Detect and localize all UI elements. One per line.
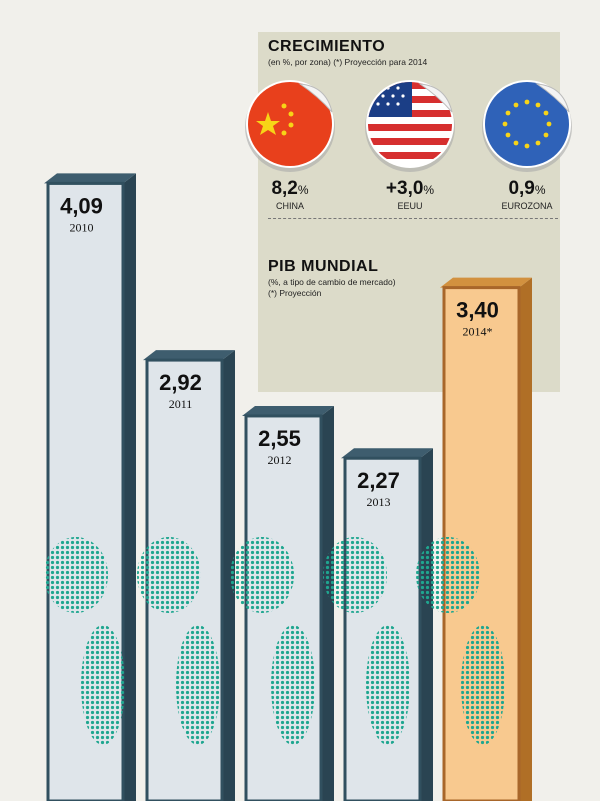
map-dots [230,537,294,613]
growth-title: CRECIMIENTO [268,38,386,55]
bar-side [420,448,433,801]
bar-side [519,277,532,801]
bar-top [341,448,433,459]
map-dots [137,537,201,613]
bar-year-label: 2012 [268,453,292,467]
map-dots [44,537,108,613]
bar-side [222,350,235,801]
bar-year-label: 2011 [169,397,193,411]
panel-divider [268,218,558,219]
bar-top [143,350,235,361]
bar-value-label: 3,40 [456,298,499,323]
map-dots [176,625,220,745]
china-flag-icon [245,80,335,172]
growth-subtitle: (en %, por zona) (*) Proyección para 201… [268,57,428,67]
gdp-title: PIB MUNDIAL [268,258,379,275]
map-dots [366,625,410,745]
usa-flag-icon [365,80,455,172]
gdp-subtitle-2: (*) Proyección [268,288,322,298]
bar-value-label: 2,55 [258,426,301,451]
bar-top [44,173,136,184]
map-dots [323,537,387,613]
bar-year-label: 2013 [367,495,391,509]
gdp-subtitle-1: (%, a tipo de cambio de mercado) [268,277,396,287]
bar-value-label: 2,92 [159,370,202,395]
china-label: CHINA [275,201,304,211]
bar-value-label: 4,09 [60,193,103,218]
usa-label: EEUU [397,201,423,211]
usa-growth-value: +3,0% [385,178,435,199]
eu-flag-icon [482,80,572,172]
bar-year-label: 2010 [70,220,94,234]
map-dots [461,625,505,745]
bar-year-label: 2014* [463,325,493,339]
bar-top [242,405,334,416]
china-growth-value: 8,2% [271,178,309,199]
eu-label: EUROZONA [501,201,553,211]
eu-growth-value: 0,9% [508,178,546,199]
bar-value-label: 2,27 [357,468,400,493]
map-dots [271,625,315,745]
map-dots [81,625,125,745]
map-dots [416,537,480,613]
bar-top [440,277,532,288]
bar-side [123,173,136,801]
bar-side [321,405,334,801]
